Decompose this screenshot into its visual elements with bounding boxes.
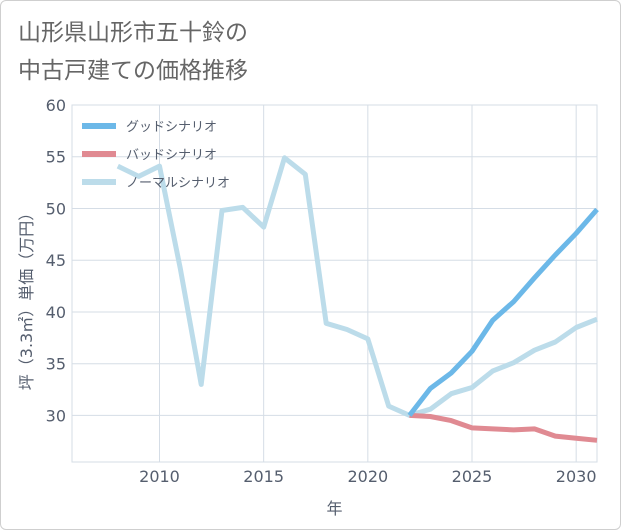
tick-labels: 30 35 40 45 50 55 60 2010 2015 2020 2025 2030 <box>46 96 597 486</box>
y-tick-label: 45 <box>46 251 66 270</box>
legend-label: ノーマルシナリオ <box>126 176 230 191</box>
series-line-2 <box>409 412 598 443</box>
x-tick-label: 2010 <box>139 467 180 486</box>
y-tick-label: 30 <box>46 406 66 425</box>
chart-title-line2: 中古戸建ての価格推移 <box>18 58 248 84</box>
y-tick-label: 35 <box>46 355 66 374</box>
x-tick-label: 2020 <box>347 467 388 486</box>
series-line-1 <box>407 207 599 417</box>
x-tick-label: 2030 <box>556 467 597 486</box>
x-tick-label: 2015 <box>243 467 284 486</box>
y-tick-label: 50 <box>46 199 66 218</box>
chart-title: 山形県山形市五十鈴の 中古戸建ての価格推移 <box>18 14 248 90</box>
series-lines <box>116 155 599 443</box>
legend-label: グッドシナリオ <box>126 120 217 135</box>
x-tick-label: 2025 <box>452 467 493 486</box>
x-axis-label: 年 <box>326 499 342 518</box>
chart-title-line1: 山形県山形市五十鈴の <box>18 20 248 46</box>
series-line-3 <box>116 155 598 418</box>
y-axis-label: 坪（3.3㎡）単価（万円） <box>17 205 36 390</box>
y-tick-label: 60 <box>46 96 66 115</box>
y-tick-label: 55 <box>46 148 66 167</box>
legend-label: バッドシナリオ <box>126 148 217 163</box>
y-tick-label: 40 <box>46 303 66 322</box>
